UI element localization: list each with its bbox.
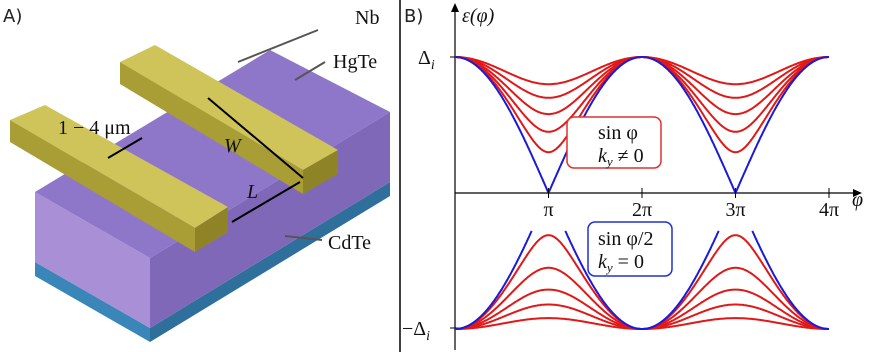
panel-label: A) <box>3 6 22 27</box>
arrowhead <box>853 189 862 197</box>
spectrum-curve <box>455 266 829 330</box>
label: CdTe <box>328 232 371 254</box>
x-tick-label: 2π <box>632 199 652 221</box>
legend-box <box>566 116 662 169</box>
nb-bar-top <box>10 105 228 228</box>
x-axis-label: φ <box>852 189 863 211</box>
spectrum-curve <box>455 288 829 330</box>
nb-bar-top <box>120 45 338 170</box>
x-tick-label: 3π <box>725 199 745 221</box>
legend-text: ky = 0 <box>598 251 644 275</box>
dim-arrow <box>231 181 301 223</box>
x-tick-label: 4π <box>819 199 839 221</box>
cdte-right <box>150 182 390 342</box>
spectrum-curve <box>455 56 829 196</box>
y-tick-label: Δi <box>418 47 435 73</box>
dim-arrow <box>207 97 304 179</box>
pointer <box>294 61 326 81</box>
label: L <box>246 181 258 203</box>
nb-bar-side <box>120 62 303 194</box>
spectrum-curve <box>455 56 829 86</box>
panel-label: B) <box>404 6 423 27</box>
pointer <box>237 29 319 63</box>
cdte-left <box>35 262 150 342</box>
spectrum-curve <box>455 317 829 330</box>
arrowhead <box>451 3 459 12</box>
label: 1 − 4 μm <box>58 117 131 139</box>
nb-bar-end <box>195 207 228 252</box>
spectrum-curve <box>455 230 829 330</box>
label: W <box>224 135 243 157</box>
label: Nb <box>355 7 379 29</box>
nb-bar-side <box>10 120 195 252</box>
pointer <box>284 235 323 241</box>
nb-bar-end <box>303 150 338 194</box>
label: HgTe <box>333 51 377 73</box>
y-tick-label: −Δi <box>402 318 430 344</box>
legend-box <box>587 221 673 277</box>
legend-text: ky ≠ 0 <box>598 145 644 169</box>
legend-text: sin φ/2 <box>598 228 653 250</box>
x-tick-label: π <box>543 199 553 221</box>
legend-text: sin φ <box>598 122 638 144</box>
dim-arrow <box>107 137 143 159</box>
spectrum-curve <box>455 303 829 330</box>
device-render: A) Nb HgTe CdTe 1 − 4 μm W L <box>3 6 390 342</box>
hgte-left <box>35 192 150 328</box>
spectrum-plot: B) ε(φ) φ Δi −Δi π 2π 3π 4π sin φ ky ≠ 0 si… <box>402 3 863 350</box>
y-axis-label: ε(φ) <box>462 5 495 27</box>
